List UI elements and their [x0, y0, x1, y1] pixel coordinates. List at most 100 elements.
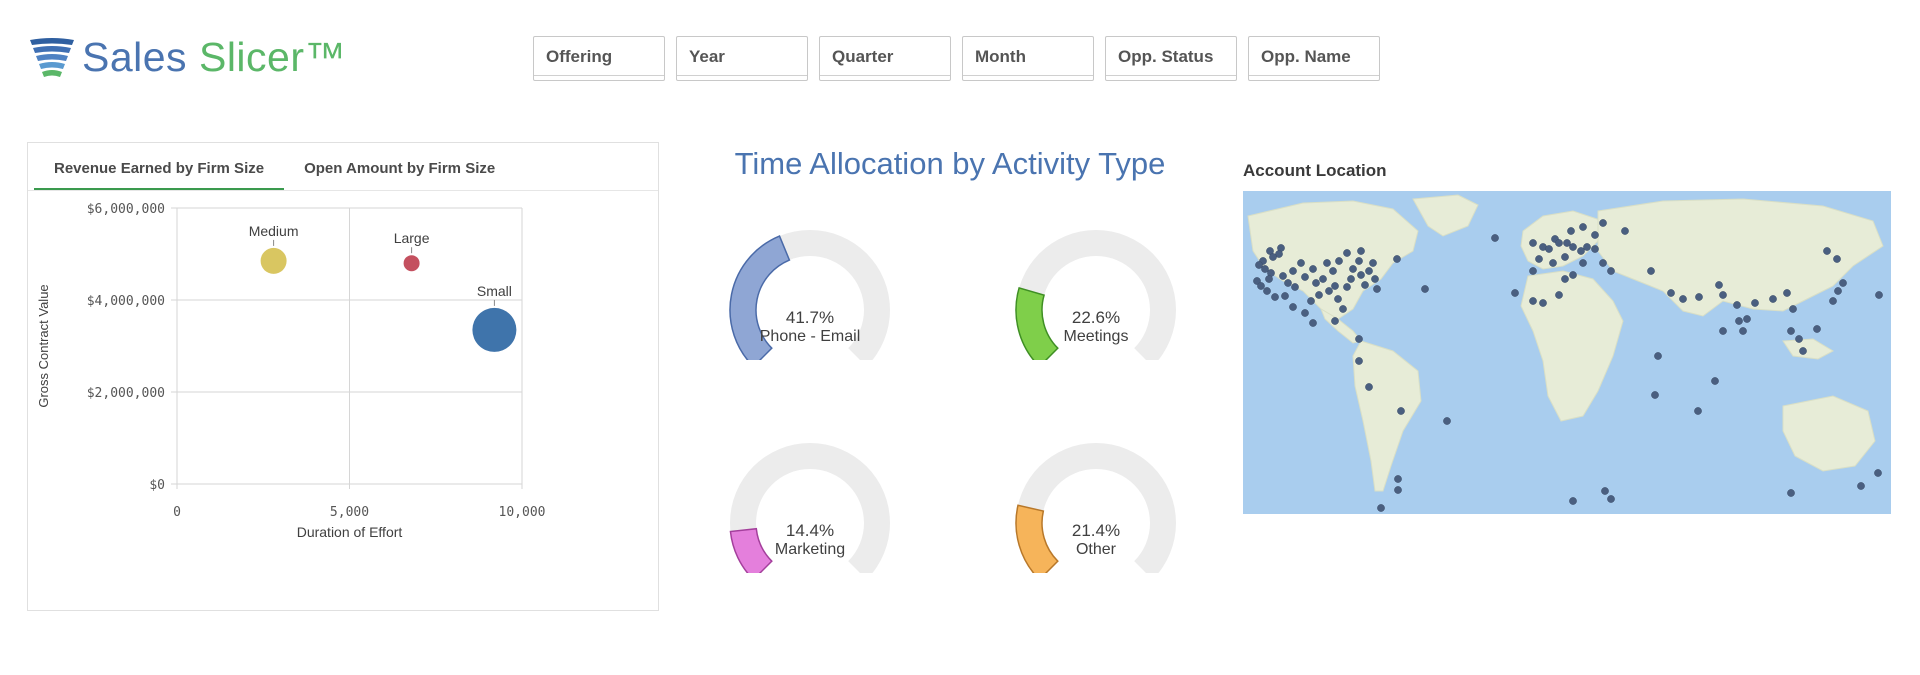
- account-dot[interactable]: [1394, 475, 1402, 483]
- account-dot[interactable]: [1284, 279, 1292, 287]
- account-dot[interactable]: [1577, 247, 1585, 255]
- gauge-phone-email[interactable]: 41.7% Phone - Email: [700, 160, 920, 360]
- account-dot[interactable]: [1361, 281, 1369, 289]
- account-dot[interactable]: [1569, 243, 1577, 251]
- account-dot[interactable]: [1343, 249, 1351, 257]
- account-dot[interactable]: [1529, 297, 1537, 305]
- account-dot[interactable]: [1443, 417, 1451, 425]
- account-dot[interactable]: [1265, 275, 1273, 283]
- account-dot[interactable]: [1569, 497, 1577, 505]
- account-dot[interactable]: [1393, 255, 1401, 263]
- account-dot[interactable]: [1787, 327, 1795, 335]
- account-dot[interactable]: [1331, 317, 1339, 325]
- account-dot[interactable]: [1591, 245, 1599, 253]
- account-dot[interactable]: [1529, 267, 1537, 275]
- account-dot[interactable]: [1875, 291, 1883, 299]
- account-dot[interactable]: [1323, 259, 1331, 267]
- account-dot[interactable]: [1549, 259, 1557, 267]
- tab-revenue-earned[interactable]: Revenue Earned by Firm Size: [34, 151, 285, 190]
- account-dot[interactable]: [1349, 265, 1357, 273]
- account-dot[interactable]: [1561, 253, 1569, 261]
- account-dot[interactable]: [1833, 255, 1841, 263]
- account-dot[interactable]: [1874, 469, 1882, 477]
- account-dot[interactable]: [1369, 259, 1377, 267]
- bubble-small[interactable]: [472, 307, 517, 352]
- filter-year[interactable]: Year: [676, 36, 808, 81]
- account-dot[interactable]: [1719, 327, 1727, 335]
- account-dot[interactable]: [1357, 247, 1365, 255]
- account-dot[interactable]: [1255, 261, 1263, 269]
- account-dot[interactable]: [1735, 317, 1743, 325]
- account-dot[interactable]: [1555, 239, 1563, 247]
- account-dot[interactable]: [1377, 504, 1385, 512]
- account-dot[interactable]: [1357, 271, 1365, 279]
- account-dot[interactable]: [1719, 291, 1727, 299]
- account-dot[interactable]: [1397, 407, 1405, 415]
- account-dot[interactable]: [1567, 227, 1575, 235]
- account-dot[interactable]: [1291, 283, 1299, 291]
- app-logo[interactable]: Sales Slicer™: [28, 34, 346, 80]
- account-dot[interactable]: [1539, 299, 1547, 307]
- gauge-other[interactable]: 21.4% Other: [986, 373, 1206, 573]
- account-dot[interactable]: [1347, 275, 1355, 283]
- account-dot[interactable]: [1331, 282, 1339, 290]
- account-dot[interactable]: [1339, 305, 1347, 313]
- account-dot[interactable]: [1329, 267, 1337, 275]
- account-dot[interactable]: [1319, 275, 1327, 283]
- account-dot[interactable]: [1711, 377, 1719, 385]
- account-dot[interactable]: [1279, 272, 1287, 280]
- account-dot[interactable]: [1857, 482, 1865, 490]
- account-dot[interactable]: [1651, 391, 1659, 399]
- account-dot[interactable]: [1601, 487, 1609, 495]
- filter-opp-status[interactable]: Opp. Status: [1105, 36, 1237, 81]
- account-dot[interactable]: [1733, 301, 1741, 309]
- account-dot[interactable]: [1647, 267, 1655, 275]
- account-dot[interactable]: [1787, 489, 1795, 497]
- gauge-meetings[interactable]: 22.6% Meetings: [986, 160, 1206, 360]
- account-dot[interactable]: [1257, 282, 1265, 290]
- account-dot[interactable]: [1394, 486, 1402, 494]
- account-dot[interactable]: [1355, 357, 1363, 365]
- account-dot[interactable]: [1261, 265, 1269, 273]
- account-dot[interactable]: [1591, 231, 1599, 239]
- account-dot[interactable]: [1491, 234, 1499, 242]
- account-dot[interactable]: [1695, 293, 1703, 301]
- account-dot[interactable]: [1545, 245, 1553, 253]
- account-dot[interactable]: [1365, 267, 1373, 275]
- account-dot[interactable]: [1529, 239, 1537, 247]
- account-dot[interactable]: [1289, 267, 1297, 275]
- account-dot[interactable]: [1579, 223, 1587, 231]
- filter-opp-name[interactable]: Opp. Name: [1248, 36, 1380, 81]
- account-dot[interactable]: [1654, 352, 1662, 360]
- account-dot[interactable]: [1271, 293, 1279, 301]
- account-dot[interactable]: [1561, 275, 1569, 283]
- account-dot[interactable]: [1253, 277, 1261, 285]
- account-dot[interactable]: [1621, 227, 1629, 235]
- account-dot[interactable]: [1511, 289, 1519, 297]
- account-dot[interactable]: [1297, 259, 1305, 267]
- account-dot[interactable]: [1769, 295, 1777, 303]
- account-dot[interactable]: [1694, 407, 1702, 415]
- account-dot[interactable]: [1823, 247, 1831, 255]
- account-dot[interactable]: [1315, 291, 1323, 299]
- account-dot[interactable]: [1269, 253, 1277, 261]
- account-dot[interactable]: [1325, 287, 1333, 295]
- account-dot[interactable]: [1839, 279, 1847, 287]
- account-location-map[interactable]: [1243, 191, 1891, 514]
- account-dot[interactable]: [1289, 303, 1297, 311]
- account-dot[interactable]: [1569, 271, 1577, 279]
- bubble-chart[interactable]: $0 $2,000,000 $4,000,000 $6,000,000 0 5,000 10…: [28, 191, 660, 611]
- account-dot[interactable]: [1334, 295, 1342, 303]
- bubble-large[interactable]: [403, 255, 420, 272]
- account-dot[interactable]: [1307, 297, 1315, 305]
- account-dot[interactable]: [1599, 219, 1607, 227]
- filter-quarter[interactable]: Quarter: [819, 36, 951, 81]
- bubble-medium[interactable]: [260, 247, 287, 274]
- gauge-marketing[interactable]: 14.4% Marketing: [700, 373, 920, 573]
- account-dot[interactable]: [1355, 257, 1363, 265]
- account-dot[interactable]: [1715, 281, 1723, 289]
- account-dot[interactable]: [1421, 285, 1429, 293]
- account-dot[interactable]: [1563, 239, 1571, 247]
- account-dot[interactable]: [1795, 335, 1803, 343]
- account-dot[interactable]: [1335, 257, 1343, 265]
